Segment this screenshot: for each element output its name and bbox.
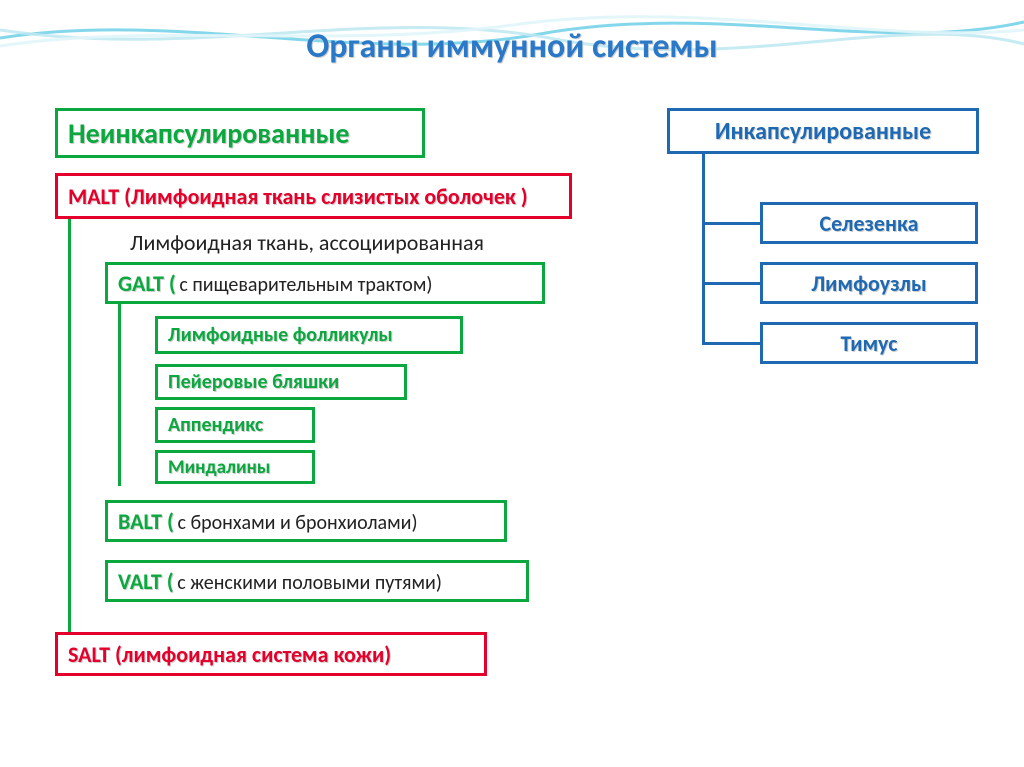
label-galt: GALT ( с пищеварительным трактом) [118,270,432,297]
tree-line-malt [68,219,71,634]
box-follicles: Лимфоидные фолликулы [155,316,463,354]
label-appendix: Аппендикс [168,413,263,437]
box-salt: SALT (лимфоидная система кожи) [55,632,487,676]
label-balt: BALT ( с бронхами и бронхиолами) [118,508,418,535]
label-valt: VALT ( с женскими половыми путями) [118,568,442,595]
tree-line-right [702,154,705,344]
slide-title: Органы иммунной системы [0,26,1024,67]
label-lymphnodes: Лимфоузлы [811,270,926,297]
label-thymus: Тимус [841,330,898,357]
tree-h1 [702,222,760,225]
box-peyer: Пейеровые бляшки [155,364,407,400]
label-encapsulated: Инкапсулированные [715,117,931,146]
label-spleen: Селезенка [820,210,919,237]
label-assoc: Лимфоидная ткань, ассоциированная [130,229,484,256]
tree-h2 [702,282,760,285]
box-valt: VALT ( с женскими половыми путями) [105,560,529,602]
box-tonsils: Миндалины [155,450,315,484]
box-spleen: Селезенка [760,202,978,244]
tree-h3 [702,342,760,345]
slide: Органы иммунной системы Неинкапсулирован… [0,0,1024,767]
label-tonsils: Миндалины [168,456,270,479]
box-noncapsulated: Неинкапсулированные [55,108,425,158]
label-salt: SALT (лимфоидная система кожи) [68,641,391,668]
box-balt: BALT ( с бронхами и бронхиолами) [105,500,507,542]
box-galt: GALT ( с пищеварительным трактом) [105,262,545,304]
box-thymus: Тимус [760,322,978,364]
box-appendix: Аппендикс [155,407,315,443]
label-follicles: Лимфоидные фолликулы [168,323,393,347]
label-malt: MALT (Лимфоидная ткань слизистых оболоче… [68,183,528,210]
tree-line-galt [118,304,121,486]
box-lymphnodes: Лимфоузлы [760,262,978,304]
box-encapsulated: Инкапсулированные [667,108,979,154]
label-noncapsulated: Неинкапсулированные [68,116,350,151]
label-peyer: Пейеровые бляшки [168,370,339,394]
box-malt: MALT (Лимфоидная ткань слизистых оболоче… [55,173,572,219]
